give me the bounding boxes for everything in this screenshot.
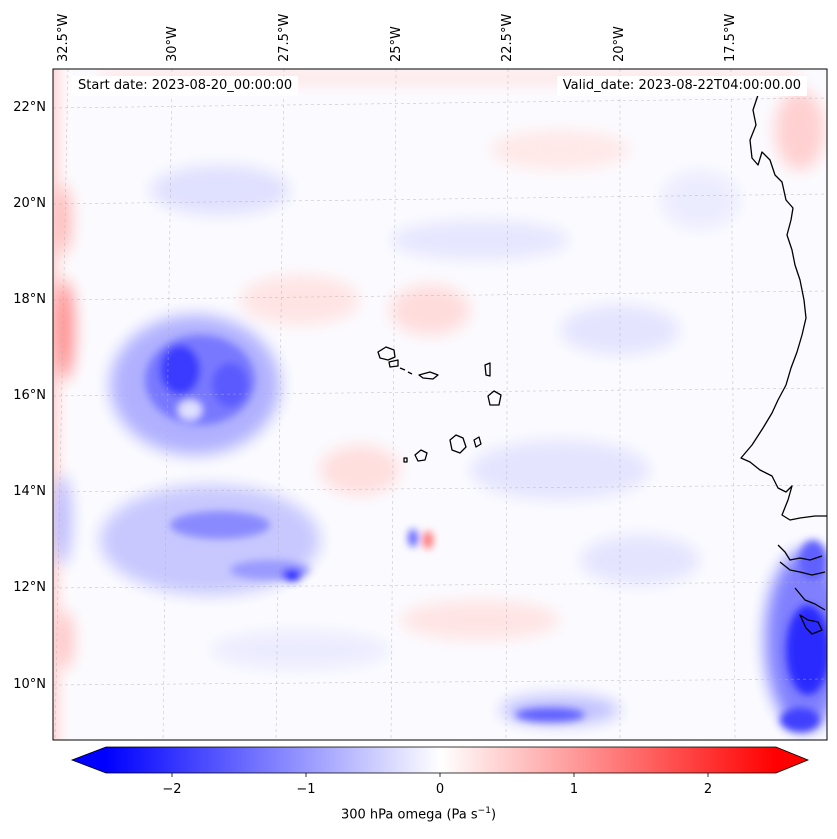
gridlines	[53, 69, 827, 740]
lat-label: 10°N	[13, 677, 46, 692]
colorbar: −2 −1 0 1 2	[70, 746, 810, 797]
colorbar-extend-max	[776, 747, 808, 773]
colorbar-body	[106, 747, 776, 773]
colorbar-extend-min	[72, 747, 106, 773]
lat-label: 12°N	[13, 580, 46, 595]
lon-label: 30°W	[165, 26, 180, 62]
colorbar-label-suffix: )	[490, 807, 497, 823]
lon-label: 22.5°W	[500, 14, 515, 62]
lat-label: 16°N	[13, 388, 46, 403]
lat-label: 20°N	[13, 196, 46, 211]
colorbar-tick: 0	[436, 782, 444, 797]
colorbar-tick: 1	[570, 782, 578, 797]
map-frame	[52, 68, 828, 741]
colorbar-label: 300 hPa omega (Pa s−1)	[0, 806, 837, 822]
colorbar-label-text: 300 hPa omega (Pa s	[340, 807, 478, 823]
colorbar-tick: 2	[704, 782, 712, 797]
start-date-annotation: Start date: 2023-08-20_00:00:00	[72, 76, 299, 96]
latitude-labels: 22°N 20°N 18°N 16°N 14°N 12°N 10°N	[13, 100, 46, 692]
coastlines	[377, 94, 827, 635]
colorbar-tick: −1	[296, 782, 315, 797]
lon-label: 25°W	[389, 26, 404, 62]
lat-label: 18°N	[13, 292, 46, 307]
colorbar-label-exponent: −1	[477, 806, 491, 816]
lon-label: 17.5°W	[723, 14, 738, 62]
lon-label: 20°W	[612, 26, 627, 62]
colorbar-tick: −2	[162, 782, 181, 797]
longitude-labels: 32.5°W 30°W 27.5°W 25°W 22.5°W 20°W 17.5…	[56, 14, 738, 62]
omega-field	[53, 69, 827, 740]
lon-label: 32.5°W	[56, 14, 71, 62]
lat-label: 14°N	[13, 484, 46, 499]
colorbar-outline	[70, 746, 810, 774]
valid-date-annotation: Valid_date: 2023-08-22T04:00:00.00	[556, 76, 807, 96]
lon-label: 27.5°W	[277, 14, 292, 62]
lat-label: 22°N	[13, 100, 46, 115]
